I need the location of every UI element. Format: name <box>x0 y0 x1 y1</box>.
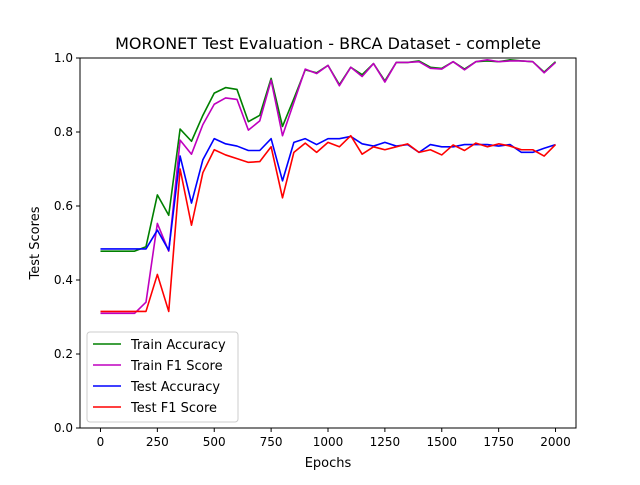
y-tick-label: 0.4 <box>54 273 73 287</box>
series-line-1 <box>100 59 557 315</box>
legend-label: Test F1 Score <box>130 401 217 416</box>
x-tick-label: 1250 <box>370 435 401 449</box>
x-axis-label: Epochs <box>305 456 352 471</box>
x-tick-label: 1750 <box>483 435 514 449</box>
legend: Train Accuracy Train F1 Score Test Accurac… <box>86 331 239 423</box>
y-axis-label: Test Scores <box>28 206 43 280</box>
y-axis: 0.0 0.2 0.4 0.6 0.8 1.0 <box>54 51 80 435</box>
legend-label: Train Accuracy <box>130 338 226 353</box>
x-tick-label: 500 <box>203 435 226 449</box>
legend-label: Test Accuracy <box>130 380 220 395</box>
chart-title: MORONET Test Evaluation - BRCA Dataset -… <box>115 34 541 53</box>
y-tick-label: 0.2 <box>54 347 73 361</box>
x-axis: 0 250 500 750 1000 1250 1500 1750 2000 <box>97 428 571 449</box>
x-tick-label: 750 <box>260 435 283 449</box>
plot-area <box>100 59 557 315</box>
series-line-3 <box>100 134 557 313</box>
y-tick-label: 1.0 <box>54 51 73 65</box>
x-tick-label: 1500 <box>426 435 457 449</box>
x-tick-label: 250 <box>146 435 169 449</box>
y-tick-label: 0.6 <box>54 199 73 213</box>
y-tick-label: 0.8 <box>54 125 73 139</box>
y-tick-label: 0.0 <box>54 421 73 435</box>
x-tick-label: 0 <box>97 435 105 449</box>
x-tick-label: 1000 <box>313 435 344 449</box>
legend-box <box>86 331 239 423</box>
x-tick-label: 2000 <box>540 435 571 449</box>
legend-label: Train F1 Score <box>130 359 223 374</box>
